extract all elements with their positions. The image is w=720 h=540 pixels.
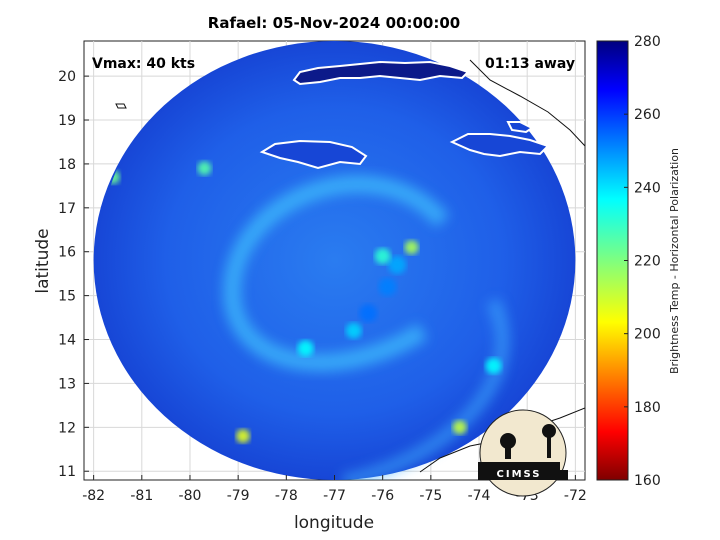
colorbar-tick-label: 180 [634, 400, 661, 416]
x-tick-label: -80 [179, 488, 202, 504]
chart-title: Rafael: 05-Nov-2024 00:00:00 [208, 14, 460, 32]
colorbar-tick-label: 200 [634, 327, 661, 343]
outer-band [341, 298, 510, 480]
x-tick-label: -79 [227, 488, 250, 504]
y-axis-label: latitude [33, 228, 53, 293]
x-tick-label: -72 [564, 488, 587, 504]
x-tick-label: -76 [371, 488, 394, 504]
y-tick-label: 15 [58, 289, 76, 305]
convective-feature [297, 340, 314, 357]
hispaniola-coastline [449, 133, 550, 158]
x-tick-label: -77 [323, 488, 346, 504]
convective-feature [235, 429, 250, 444]
colorbar [596, 40, 629, 481]
convective-feature [374, 248, 391, 265]
convective-feature [378, 277, 397, 296]
y-tick-label: 16 [58, 245, 76, 261]
cimss-logo: CIMSS [478, 409, 568, 497]
colorbar-axis: 160 180 200 220 240 260 280 [624, 34, 661, 489]
x-tick-label: -74 [468, 488, 491, 504]
y-tick-label: 17 [58, 201, 76, 217]
colorbar-tick-label: 280 [634, 34, 661, 50]
spiral-band [223, 175, 450, 372]
convective-feature [452, 420, 467, 435]
swath-features [105, 161, 510, 480]
colorbar-tick-label: 260 [634, 107, 661, 123]
y-tick-label: 14 [58, 333, 76, 349]
convective-feature [359, 304, 378, 323]
cimss-logo-text: CIMSS [497, 469, 542, 480]
bahamas-outline [469, 59, 585, 147]
convective-feature [388, 255, 407, 274]
microwave-swath [93, 41, 576, 480]
y-tick-label: 18 [58, 157, 76, 173]
x-tick-label: -81 [130, 488, 153, 504]
coastlines [115, 59, 585, 473]
x-tick-label: -75 [419, 488, 442, 504]
y-tick-label: 19 [58, 113, 76, 129]
vmax-annotation: Vmax: 40 kts [92, 56, 195, 72]
colorbar-label: Brightness Temp - Horizontal Polarizatio… [668, 148, 681, 374]
islet-outline [115, 103, 127, 109]
colorbar-tick-label: 240 [634, 180, 661, 196]
x-tick-label: -78 [275, 488, 298, 504]
y-tick-label: 12 [58, 420, 76, 436]
y-tick-label: 13 [58, 376, 76, 392]
y-axis: 11 12 13 14 15 16 17 18 19 20 [58, 69, 89, 480]
convective-feature [485, 357, 502, 374]
convective-feature [197, 161, 212, 176]
convective-feature [404, 240, 419, 255]
swath-disk [93, 41, 576, 480]
x-axis-label: longitude [294, 513, 374, 533]
convective-feature [345, 322, 362, 339]
cuba-coastline [292, 60, 470, 86]
jamaica-coastline [259, 139, 368, 170]
y-tick-label: 11 [58, 464, 76, 480]
y-tick-label: 20 [58, 69, 76, 85]
time-away-annotation: 01:13 away [485, 56, 575, 72]
colorbar-tick-label: 160 [634, 473, 661, 489]
hispaniola-north-coastline [506, 121, 534, 134]
x-tick-label: -82 [82, 488, 105, 504]
colorbar-tick-label: 220 [634, 254, 661, 270]
